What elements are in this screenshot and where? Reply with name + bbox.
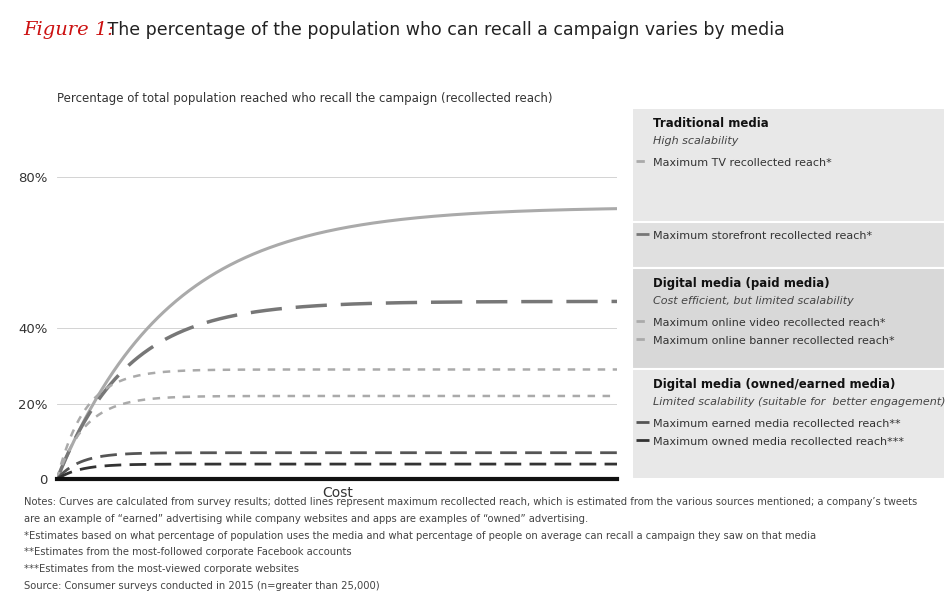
Text: Figure 1:: Figure 1: — [24, 21, 115, 39]
Text: ***Estimates from the most-viewed corporate websites: ***Estimates from the most-viewed corpor… — [24, 564, 298, 574]
X-axis label: Cost: Cost — [322, 486, 352, 500]
Text: Limited scalability (suitable for  better engagement): Limited scalability (suitable for better… — [653, 397, 945, 407]
Text: The percentage of the population who can recall a campaign varies by media: The percentage of the population who can… — [102, 21, 785, 39]
Text: Maximum online video recollected reach*: Maximum online video recollected reach* — [653, 318, 885, 328]
Text: Source: Consumer surveys conducted in 2015 (n=greater than 25,000): Source: Consumer surveys conducted in 20… — [24, 581, 379, 591]
Text: Maximum owned media recollected reach***: Maximum owned media recollected reach*** — [653, 437, 903, 447]
Text: Maximum storefront recollected reach*: Maximum storefront recollected reach* — [653, 231, 872, 241]
Text: Percentage of total population reached who recall the campaign (recollected reac: Percentage of total population reached w… — [57, 92, 553, 105]
Text: Digital media (paid media): Digital media (paid media) — [653, 277, 829, 291]
Text: Notes: Curves are calculated from survey results; dotted lines represent maximum: Notes: Curves are calculated from survey… — [24, 497, 917, 507]
Text: Maximum earned media recollected reach**: Maximum earned media recollected reach** — [653, 419, 901, 429]
Text: Cost efficient, but limited scalability: Cost efficient, but limited scalability — [653, 297, 853, 307]
Text: Traditional media: Traditional media — [653, 117, 769, 130]
Text: Maximum online banner recollected reach*: Maximum online banner recollected reach* — [653, 336, 894, 346]
Text: *Estimates based on what percentage of population uses the media and what percen: *Estimates based on what percentage of p… — [24, 531, 816, 541]
Text: Digital media (owned/earned media): Digital media (owned/earned media) — [653, 378, 895, 391]
Text: are an example of “earned” advertising while company websites and apps are examp: are an example of “earned” advertising w… — [24, 514, 588, 524]
Text: High scalability: High scalability — [653, 136, 738, 146]
Text: **Estimates from the most-followed corporate Facebook accounts: **Estimates from the most-followed corpo… — [24, 547, 352, 558]
Text: Maximum TV recollected reach*: Maximum TV recollected reach* — [653, 158, 831, 168]
